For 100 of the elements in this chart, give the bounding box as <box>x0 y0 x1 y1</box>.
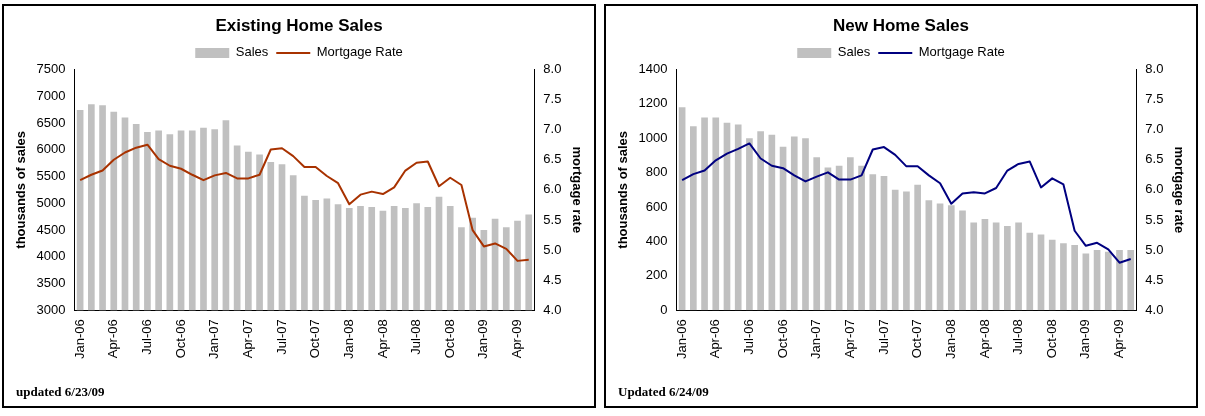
y2-tick-label: 7.0 <box>1145 121 1164 137</box>
bar <box>1026 232 1034 311</box>
bar <box>981 219 989 311</box>
legend-label: Sales <box>837 44 871 60</box>
bar <box>891 189 899 311</box>
y-tick-label: 5000 <box>36 194 66 210</box>
x-tick-label: Jul-07 <box>875 319 891 355</box>
bar <box>813 157 821 311</box>
y-tick-label: 6500 <box>36 114 66 130</box>
bar <box>959 210 966 311</box>
bar <box>880 176 888 311</box>
x-tick-label: Apr-09 <box>509 319 525 359</box>
x-tick-label: Jan-09 <box>1077 319 1093 359</box>
chart-title: New Home Sales <box>832 15 970 35</box>
x-tick-label: Jan-09 <box>475 319 491 359</box>
x-tick-label: Oct-06 <box>172 319 188 359</box>
bar <box>947 205 955 311</box>
y2-tick-label: 5.5 <box>543 211 562 227</box>
y-tick-label: 200 <box>645 267 668 283</box>
bar <box>970 222 978 311</box>
y-tick-label: 600 <box>645 198 668 214</box>
bar <box>1015 222 1022 311</box>
y2-axis-title: mortgage rate <box>1171 146 1187 234</box>
bar <box>1048 239 1056 311</box>
bar <box>1093 250 1101 311</box>
x-tick-label: Oct-08 <box>1043 319 1059 359</box>
y-tick-label: 3000 <box>36 301 66 317</box>
legend-label: Sales <box>235 44 269 60</box>
text: Updated 6/24/09 <box>618 384 709 400</box>
y2-axis-title: mortgage rate <box>569 146 585 234</box>
text: updated 6/23/09 <box>16 384 105 400</box>
legend-label: Mortgage Rate <box>316 44 403 60</box>
y-tick-label: 1200 <box>638 95 668 111</box>
y2-tick-label: 4.0 <box>1145 301 1164 317</box>
y2-tick-label: 7.5 <box>1145 91 1164 107</box>
y2-tick-label: 6.0 <box>1145 181 1164 197</box>
y-axis-title: thousands of sales <box>13 130 29 249</box>
x-tick-label: Apr-08 <box>976 319 992 359</box>
x-tick-label: Jan-06 <box>673 319 689 359</box>
x-tick-label: Jan-08 <box>340 319 356 359</box>
bar <box>746 138 753 311</box>
bar <box>712 117 720 311</box>
y2-tick-label: 6.5 <box>1145 151 1164 167</box>
bar <box>802 138 809 311</box>
bar <box>790 136 798 311</box>
chart-title: Existing Home Sales <box>215 15 383 35</box>
y-tick-label: 1400 <box>638 60 668 76</box>
y-tick-label: 3500 <box>36 275 66 291</box>
x-tick-label: Apr-07 <box>239 319 255 359</box>
x-tick-label: Oct-07 <box>307 319 323 359</box>
y-tick-label: 7500 <box>36 60 66 76</box>
x-tick-label: Jul-06 <box>138 319 154 355</box>
y-tick-label: 0 <box>660 301 668 317</box>
bar <box>914 184 921 311</box>
bar <box>757 131 764 311</box>
legend-label: Mortgage Rate <box>918 44 1005 60</box>
y2-tick-label: 6.0 <box>543 181 562 197</box>
y2-tick-label: 5.0 <box>1145 241 1164 257</box>
x-tick-label: Jul-08 <box>1010 319 1026 355</box>
x-tick-label: Jan-08 <box>942 319 958 359</box>
x-tick-label: Oct-06 <box>774 319 790 359</box>
x-tick-label: Jan-07 <box>206 319 222 359</box>
bar <box>690 126 697 311</box>
y2-tick-label: 5.5 <box>1145 211 1164 227</box>
bar <box>701 117 708 311</box>
x-tick-label: Jan-07 <box>808 319 824 359</box>
bar <box>869 174 877 311</box>
y2-tick-label: 4.5 <box>1145 271 1164 287</box>
y-tick-label: 5500 <box>36 168 66 184</box>
y-axis-title: thousands of sales <box>615 130 631 249</box>
x-tick-label: Apr-08 <box>374 319 390 359</box>
x-tick-label: Jan-06 <box>71 319 87 359</box>
bar <box>1071 244 1078 311</box>
y-tick-label: 4500 <box>36 221 66 237</box>
bar <box>1104 251 1112 311</box>
bar <box>858 165 865 311</box>
x-tick-label: Apr-06 <box>105 319 121 359</box>
x-tick-label: Oct-08 <box>441 319 457 359</box>
x-tick-label: Jul-08 <box>408 319 424 355</box>
bar <box>1082 253 1090 311</box>
y2-tick-label: 5.0 <box>543 241 562 257</box>
x-tick-label: Apr-07 <box>841 319 857 359</box>
x-tick-label: Apr-09 <box>1111 319 1127 359</box>
y-tick-label: 1000 <box>638 129 668 145</box>
y-tick-label: 4000 <box>36 248 66 264</box>
bar <box>1116 250 1123 311</box>
bar <box>1060 243 1067 311</box>
y-tick-label: 7000 <box>36 87 66 103</box>
bar <box>847 157 854 311</box>
y2-tick-label: 8.0 <box>543 60 562 76</box>
y-tick-label: 800 <box>645 164 668 180</box>
y2-tick-label: 4.0 <box>543 301 562 317</box>
y2-tick-label: 7.0 <box>543 121 562 137</box>
x-tick-label: Apr-06 <box>707 319 723 359</box>
bar <box>1004 225 1011 311</box>
bar <box>1127 250 1135 311</box>
y-tick-label: 6000 <box>36 141 66 157</box>
y-tick-label: 400 <box>645 233 668 249</box>
bar <box>903 191 910 311</box>
x-tick-label: Oct-07 <box>909 319 925 359</box>
